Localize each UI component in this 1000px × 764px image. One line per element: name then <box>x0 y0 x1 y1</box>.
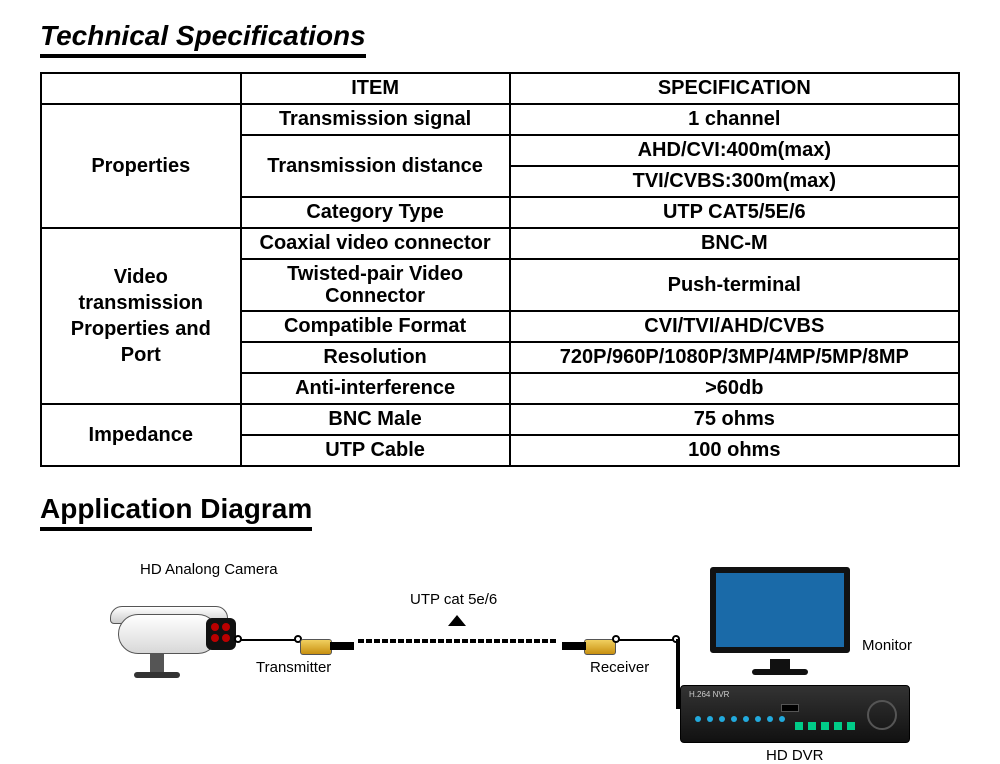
tech-spec-title: Technical Specifications <box>40 20 366 58</box>
monitor-label: Monitor <box>862 637 912 654</box>
cell-spec: Push-terminal <box>510 259 959 311</box>
cell-item: BNC Male <box>241 404 510 435</box>
cell-item: Transmission signal <box>241 104 510 135</box>
dvr-icon: H.264 NVR <box>680 685 910 743</box>
cell-item: Resolution <box>241 342 510 373</box>
cell-spec: >60db <box>510 373 959 404</box>
group-video: Video transmission Properties and Port <box>41 228 241 404</box>
cell-item: UTP Cable <box>241 435 510 466</box>
cell-item: Coaxial video connector <box>241 228 510 259</box>
cell-spec: BNC-M <box>510 228 959 259</box>
coax-cable-left <box>238 639 298 641</box>
dvr-top-label: H.264 NVR <box>689 690 729 699</box>
cell-item: Compatible Format <box>241 311 510 342</box>
arrow-up-icon <box>448 615 466 626</box>
cell-spec: UTP CAT5/5E/6 <box>510 197 959 228</box>
cell-item: Category Type <box>241 197 510 228</box>
monitor-icon <box>710 567 850 677</box>
app-diagram-title: Application Diagram <box>40 493 312 531</box>
balun-receiver-icon <box>558 639 616 653</box>
transmitter-label: Transmitter <box>256 659 331 676</box>
table-row: Video transmission Properties and Port C… <box>41 228 959 259</box>
cell-spec: TVI/CVBS:300m(max) <box>510 166 959 197</box>
cell-spec: 100 ohms <box>510 435 959 466</box>
table-header-row: ITEM SPECIFICATION <box>41 73 959 104</box>
receiver-label: Receiver <box>590 659 649 676</box>
camera-icon <box>110 606 240 676</box>
cell-spec: 75 ohms <box>510 404 959 435</box>
camera-label: HD Analong Camera <box>140 561 278 578</box>
cell-item: Twisted-pair Video Connector <box>241 259 510 311</box>
cell-spec: 1 channel <box>510 104 959 135</box>
group-impedance: Impedance <box>41 404 241 466</box>
dvr-label: HD DVR <box>766 747 824 764</box>
application-diagram: HD Analong Camera UTP cat 5e/6 Transmitt… <box>40 551 940 761</box>
table-row: Impedance BNC Male 75 ohms <box>41 404 959 435</box>
spec-table: ITEM SPECIFICATION Properties Transmissi… <box>40 72 960 467</box>
utp-cable <box>358 639 558 643</box>
cell-spec: CVI/TVI/AHD/CVBS <box>510 311 959 342</box>
group-properties: Properties <box>41 104 241 228</box>
cell-spec: 720P/960P/1080P/3MP/4MP/5MP/8MP <box>510 342 959 373</box>
coax-cable-right <box>616 639 676 641</box>
utp-label: UTP cat 5e/6 <box>410 591 497 608</box>
spec-header: SPECIFICATION <box>510 73 959 104</box>
balun-transmitter-icon <box>300 639 358 653</box>
blank-header <box>41 73 241 104</box>
table-row: Properties Transmission signal 1 channel <box>41 104 959 135</box>
cell-item: Anti-interference <box>241 373 510 404</box>
item-header: ITEM <box>241 73 510 104</box>
cell-spec: AHD/CVI:400m(max) <box>510 135 959 166</box>
cell-item: Transmission distance <box>241 135 510 197</box>
